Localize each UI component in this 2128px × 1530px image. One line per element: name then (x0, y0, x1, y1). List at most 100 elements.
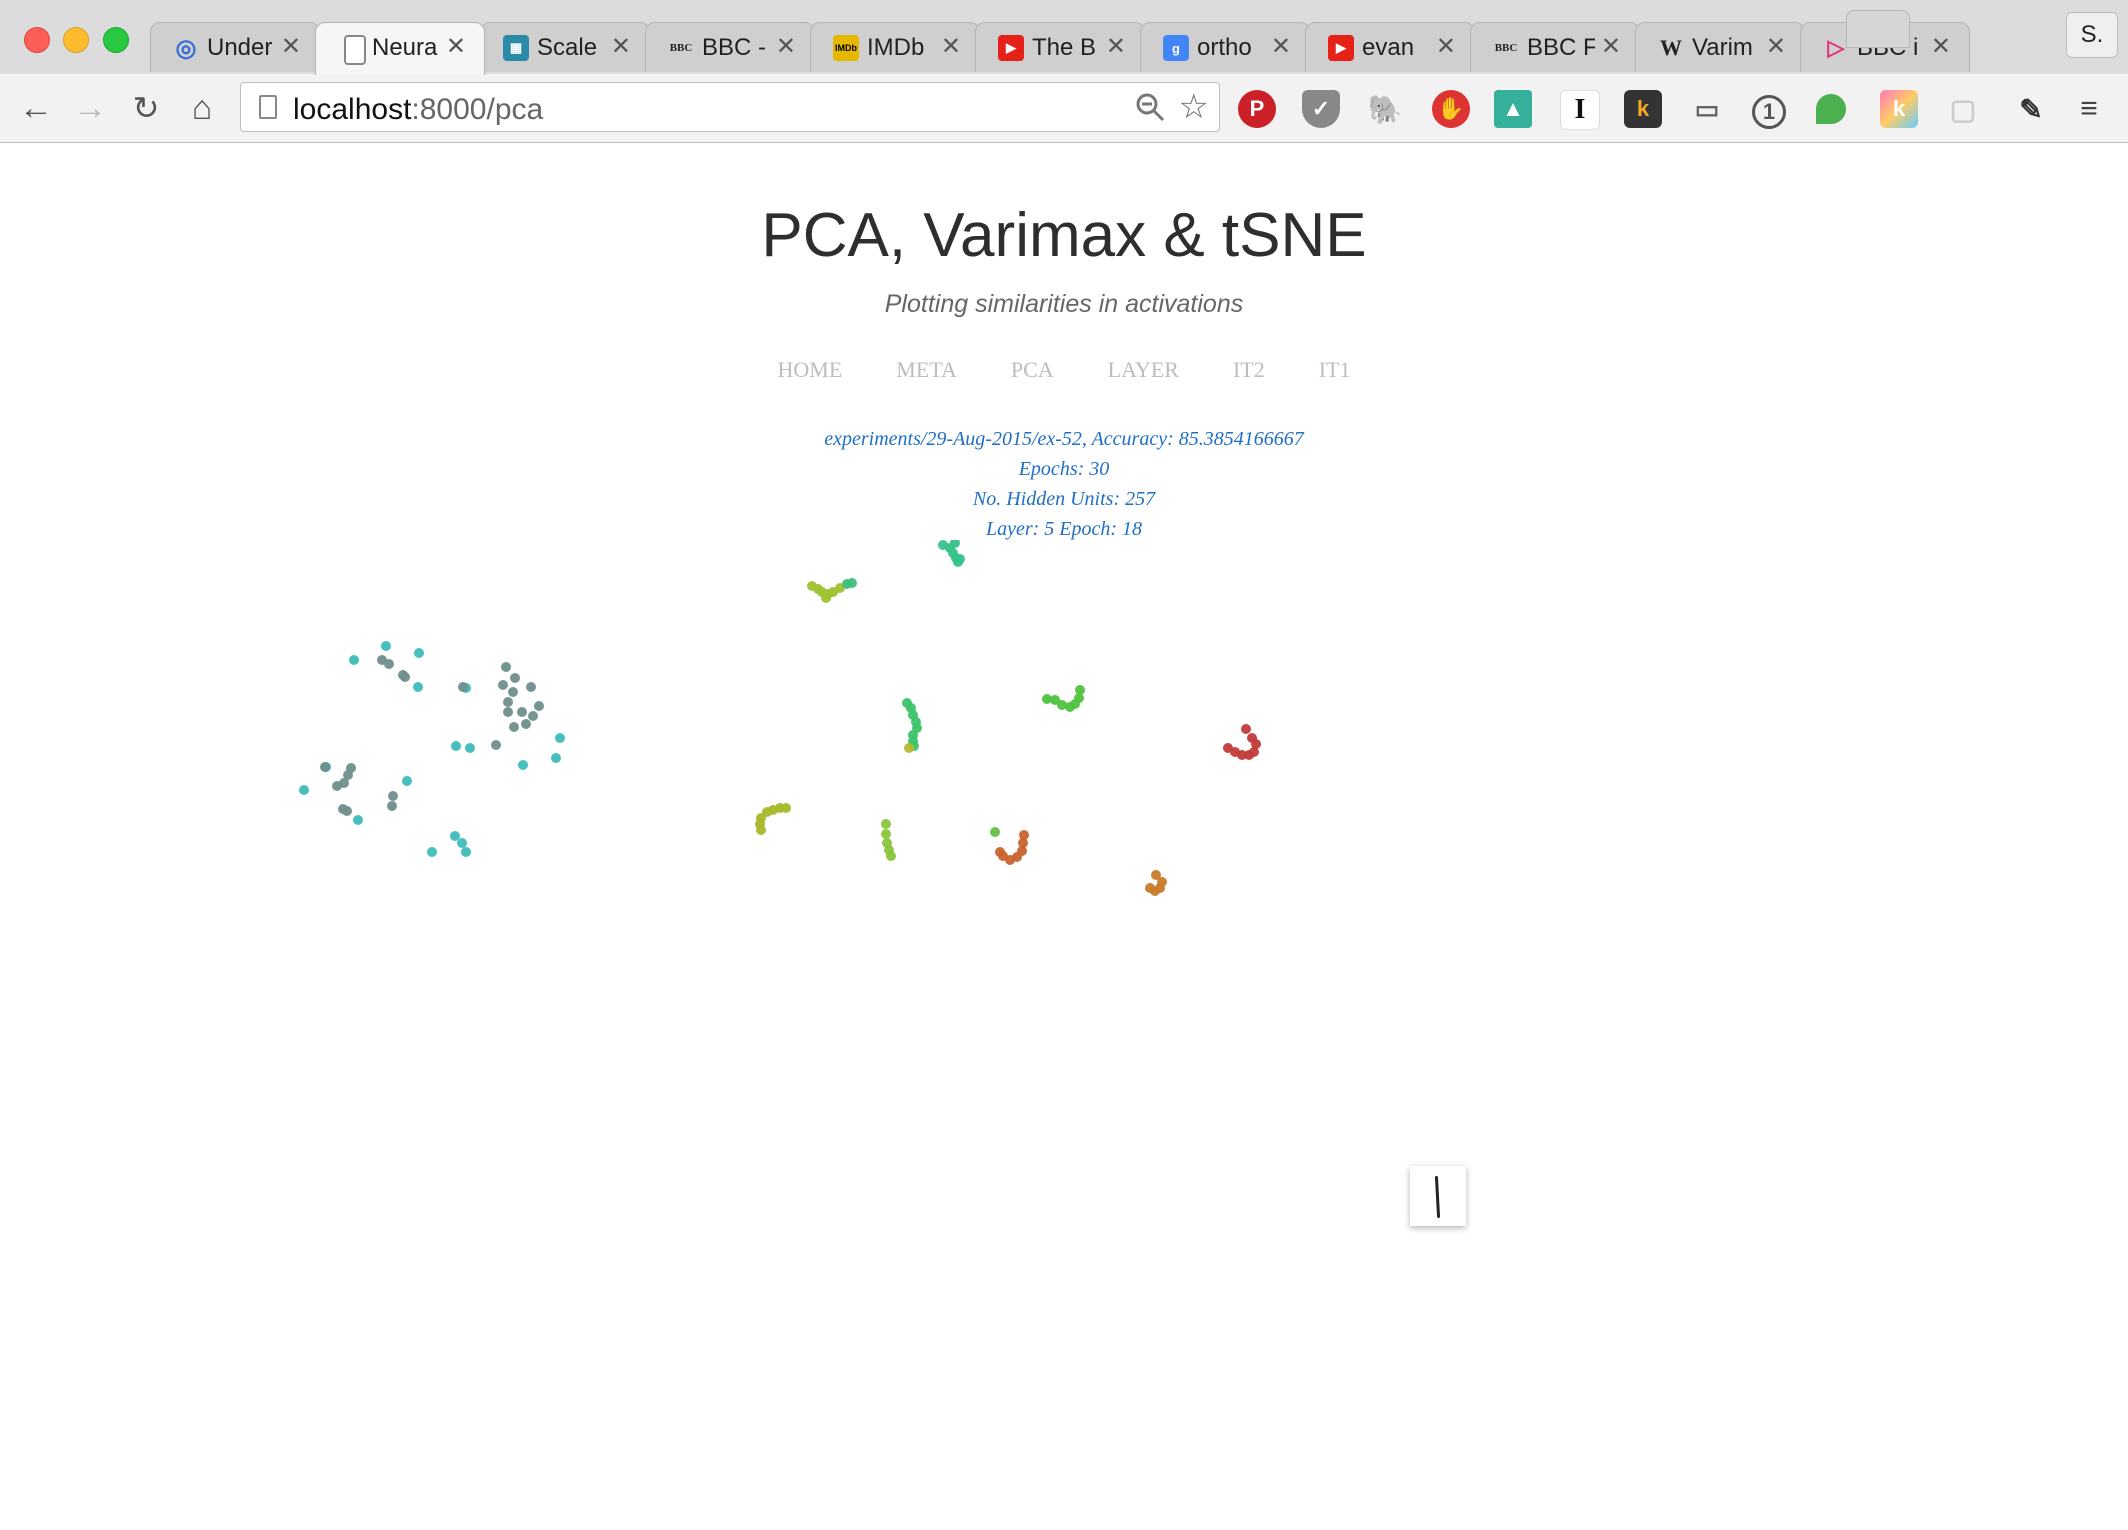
browser-tab[interactable]: ▶ The B ✕ (975, 22, 1145, 72)
window-maximize-button[interactable] (103, 27, 129, 53)
scatter-point[interactable] (339, 778, 349, 788)
scatter-point[interactable] (847, 578, 857, 588)
tab-close-icon[interactable]: ✕ (280, 33, 301, 60)
tab-close-icon[interactable]: ✕ (940, 33, 961, 60)
tab-close-icon[interactable]: ✕ (1435, 33, 1456, 60)
speech-bubble-green-icon[interactable] (1816, 94, 1846, 124)
home-button[interactable]: ⌂ (191, 89, 213, 127)
scatter-point[interactable] (551, 753, 561, 763)
tab-close-icon[interactable]: ✕ (775, 33, 796, 60)
reload-button[interactable]: ↻ (132, 90, 160, 126)
browser-tab[interactable]: ◎ Under ✕ (150, 22, 320, 72)
scatter-point[interactable] (503, 697, 513, 707)
scatter-point[interactable] (381, 641, 391, 651)
scatter-point[interactable] (1042, 694, 1052, 704)
evernote-icon[interactable]: 🐘 (1367, 93, 1403, 125)
scatter-point[interactable] (320, 762, 330, 772)
url-text[interactable]: localhost:8000/pca (293, 93, 543, 127)
scatter-point[interactable] (881, 819, 891, 829)
scatter-point[interactable] (414, 648, 424, 658)
instapaper-icon[interactable]: I (1560, 90, 1600, 130)
scatter-point[interactable] (503, 707, 513, 717)
scatter-point[interactable] (995, 847, 1005, 857)
scatter-point[interactable] (1050, 695, 1060, 705)
nav-link-meta[interactable]: META (896, 357, 957, 382)
scatter-point[interactable] (508, 687, 518, 697)
scatter-point[interactable] (990, 827, 1000, 837)
scatter-point[interactable] (534, 701, 544, 711)
zoom-icon[interactable] (1135, 92, 1165, 122)
scatter-point[interactable] (457, 838, 467, 848)
scatter-point[interactable] (353, 815, 363, 825)
scatter-point[interactable] (498, 680, 508, 690)
scatter-point[interactable] (1057, 700, 1067, 710)
scatter-point[interactable] (388, 791, 398, 801)
scatter-point[interactable] (950, 540, 960, 548)
scatter-point[interactable] (451, 741, 461, 751)
nav-link-it2[interactable]: IT2 (1232, 357, 1265, 382)
scatter-point[interactable] (299, 785, 309, 795)
scatter-point[interactable] (343, 770, 353, 780)
scatter-point[interactable] (450, 831, 460, 841)
browser-tab[interactable]: W Varim ✕ (1635, 22, 1805, 72)
window-close-button[interactable] (24, 27, 50, 53)
nav-link-it1[interactable]: IT1 (1318, 357, 1351, 382)
scatter-point[interactable] (518, 760, 528, 770)
scatter-point[interactable] (781, 803, 791, 813)
scatter-point[interactable] (458, 682, 468, 692)
forward-button[interactable]: → (73, 89, 107, 127)
scatter-point[interactable] (756, 825, 766, 835)
browser-tab[interactable]: IMDb IMDb ✕ (810, 22, 980, 72)
adblock-icon[interactable]: ✋ (1432, 90, 1470, 128)
scatter-plot[interactable] (0, 540, 2128, 1480)
scatter-point[interactable] (1145, 883, 1155, 893)
tab-close-icon[interactable]: ✕ (1765, 33, 1786, 60)
scatter-point[interactable] (400, 672, 410, 682)
scatter-point[interactable] (413, 682, 423, 692)
scatter-point[interactable] (384, 659, 394, 669)
scatter-point[interactable] (955, 554, 965, 564)
scatter-point[interactable] (461, 847, 471, 857)
scatter-point[interactable] (1151, 870, 1161, 880)
tab-close-icon[interactable]: ✕ (1105, 33, 1126, 60)
scatter-point[interactable] (881, 829, 891, 839)
scatter-point[interactable] (517, 707, 527, 717)
scatter-point[interactable] (465, 743, 475, 753)
scatter-point[interactable] (555, 733, 565, 743)
nav-link-home[interactable]: HOME (777, 357, 843, 382)
scatter-point[interactable] (387, 801, 397, 811)
nav-link-layer[interactable]: LAYER (1107, 357, 1179, 382)
scatter-point[interactable] (1251, 739, 1261, 749)
scatter-point[interactable] (501, 662, 511, 672)
scatter-point[interactable] (521, 719, 531, 729)
kindle-icon[interactable]: k (1624, 90, 1662, 128)
scatter-point[interactable] (904, 743, 914, 753)
onepassword-icon[interactable]: 1 (1752, 95, 1786, 129)
tab-close-icon[interactable]: ✕ (1930, 33, 1951, 60)
bookmark-star-icon[interactable]: ☆ (1178, 88, 1209, 126)
scatter-point[interactable] (491, 740, 501, 750)
browser-tab[interactable]: g ortho ✕ (1140, 22, 1310, 72)
pie-icon[interactable]: ▲ (1494, 90, 1532, 128)
pinterest-icon[interactable]: P (1238, 90, 1276, 128)
menu-icon[interactable]: ≡ (2080, 92, 2098, 125)
pocket-icon[interactable]: ✓ (1302, 90, 1340, 128)
scatter-point[interactable] (821, 593, 831, 603)
address-bar[interactable]: localhost:8000/pca ☆ (240, 82, 1220, 132)
new-tab-button[interactable] (1846, 10, 1910, 48)
window-minimize-button[interactable] (63, 27, 89, 53)
scatter-point[interactable] (342, 806, 352, 816)
tab-close-icon[interactable]: ✕ (445, 33, 466, 60)
scatter-point[interactable] (1065, 702, 1075, 712)
browser-tab[interactable]: BBC BBC - ✕ (645, 22, 815, 72)
scatter-point[interactable] (1075, 685, 1085, 695)
comment-icon[interactable]: ▢ (1949, 93, 1977, 125)
scatter-point[interactable] (886, 851, 896, 861)
scatter-point[interactable] (1223, 743, 1233, 753)
scatter-point[interactable] (509, 722, 519, 732)
cast-icon[interactable]: ▭ (1694, 93, 1720, 124)
tab-close-icon[interactable]: ✕ (1270, 33, 1291, 60)
nav-link-pca[interactable]: PCA (1010, 357, 1054, 382)
scatter-point[interactable] (1018, 838, 1028, 848)
browser-tab[interactable]: BBC BBC F ✕ (1470, 22, 1640, 72)
